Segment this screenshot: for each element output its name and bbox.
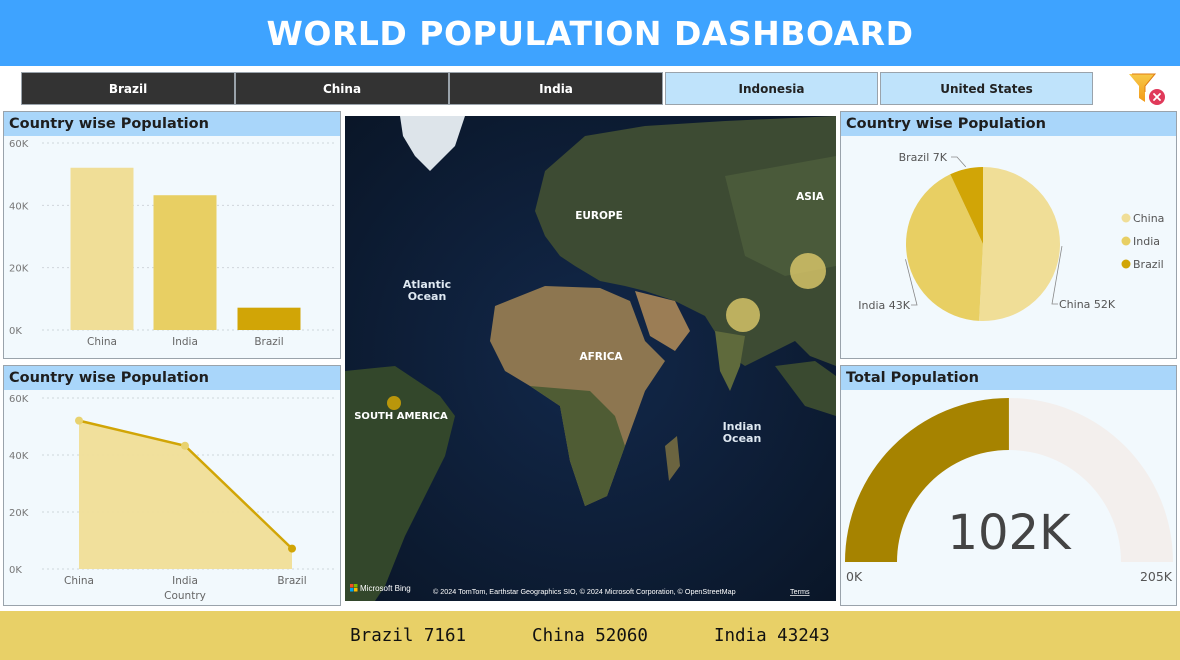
x-tick-label: Brazil [254,336,283,348]
pie-data-label: India 43K [858,299,910,312]
world-map[interactable]: EUROPE ASIA AFRICA SOUTH AMERICA Atlanti… [345,116,836,601]
gauge-value: 102K [947,505,1072,561]
panel-title: Country wise Population [841,112,1176,136]
clear-filter-icon [1129,73,1165,105]
bar-chart: 0K 20K 40K 60K China India Brazil [9,139,334,348]
legend-marker [1121,259,1131,269]
microsoft-bing-logo: Microsoft Bing [350,584,411,593]
legend-label: Brazil [1133,258,1164,271]
slicer-label: Brazil [108,81,148,96]
gauge-fill [845,398,1009,562]
pie-leader-line [951,156,967,168]
x-tick-label: Brazil [277,575,306,587]
x-tick-label: China [64,575,94,587]
slicer-button-united-states[interactable]: United States [880,72,1093,105]
pie-slice-india [906,174,983,321]
southeast-asia-landmass [775,361,836,416]
legend-label: India [1133,235,1160,248]
map-label-indian-ocean: Indian Ocean [723,420,762,445]
bar-india [153,195,217,330]
south-america-landmass [345,366,455,601]
pie-data-label: China 52K [1059,298,1116,311]
line-chart-panel: Country wise Population 0K 20K 40K 60K China… [3,365,341,606]
area-fill [79,420,292,569]
pie-slice-china [979,167,1060,321]
x-axis-title: Country [164,590,206,602]
slicer-button-brazil[interactable]: Brazil [21,72,235,105]
legend-marker [1121,213,1131,223]
slicer-button-indonesia[interactable]: Indonesia [665,72,878,105]
clear-filter-button[interactable] [1126,72,1166,108]
map-terms-link[interactable]: Terms [790,587,810,596]
legend-marker [1121,236,1131,246]
footer-item-india: India 43243 [713,625,830,646]
gauge-max-label: 205K [1140,569,1173,584]
map-bubble-china[interactable] [790,253,826,289]
map-brand-text: Microsoft Bing [360,584,411,593]
bar-china [70,167,134,330]
siberia-landmass [725,156,836,276]
footer-item-brazil: Brazil 7161 [350,625,467,646]
slicer-label: Indonesia [738,81,805,96]
header-banner: WORLD POPULATION DASHBOARD [0,0,1180,66]
panel-title: Country wise Population [4,366,340,390]
central-africa-forest [530,386,625,506]
panel-title: Country wise Population [4,112,340,136]
panel-title: Total Population [841,366,1176,390]
madagascar-landmass [665,436,680,481]
country-slicer: Brazil China India Indonesia United Stat… [0,66,1180,111]
slicer-label: China [322,81,362,96]
bar-chart-panel: Country wise Population 0K 20K 40K 60K China… [3,111,341,359]
y-tick-label: 0K [9,565,22,576]
bar-brazil [237,307,301,330]
page-title: WORLD POPULATION DASHBOARD [266,13,914,53]
gauge-panel: Total Population 102K 0K 205K [840,365,1177,606]
data-point-brazil [288,544,296,553]
pie-chart-panel: Country wise Population China 52K India 4… [840,111,1177,359]
summary-footer: Brazil 7161 China 52060 India 43243 [0,611,1180,660]
pie-leader-line [905,259,918,306]
pie-data-label: Brazil 7K [899,151,948,164]
slicer-label: India [539,81,573,96]
y-tick-label: 0K [9,326,22,337]
footer-item-china: China 52060 [532,625,648,646]
pie-leader-line [1051,245,1063,305]
slicer-button-china[interactable]: China [235,72,449,105]
pie-slice-brazil [950,167,983,244]
greenland-landmass [400,116,465,171]
slicer-label: United States [940,81,1033,96]
slicer-button-india[interactable]: India [449,72,663,105]
map-label-asia: ASIA [796,191,825,203]
x-tick-label: China [87,336,117,348]
gauge-chart: 102K 0K 205K [845,398,1173,584]
y-tick-label: 60K [9,394,29,405]
gauge-min-label: 0K [846,569,863,584]
data-point-china [75,416,83,425]
y-tick-label: 60K [9,139,29,150]
map-canvas: EUROPE ASIA AFRICA SOUTH AMERICA Atlanti… [345,116,836,601]
map-bubble-brazil[interactable] [387,396,401,410]
map-bubble-india[interactable] [726,298,760,332]
map-attribution: © 2024 TomTom, Earthstar Geographics SIO… [433,587,736,596]
map-label-africa: AFRICA [579,351,623,363]
y-tick-label: 40K [9,451,29,462]
arabia-landmass [635,291,690,351]
y-tick-label: 20K [9,508,29,519]
y-tick-label: 40K [9,201,29,212]
y-tick-label: 20K [9,264,29,275]
pie-chart: China 52K India 43K Brazil 7K China India Bra… [858,151,1164,321]
x-tick-label: India [172,336,198,348]
map-label-atlantic-ocean: Atlantic Ocean [403,278,451,303]
area-chart: 0K 20K 40K 60K China India Brazil Country [9,394,334,602]
india-landmass [715,331,745,391]
x-tick-label: India [172,575,198,587]
legend-label: China [1133,212,1164,225]
map-label-europe: EUROPE [575,210,623,222]
data-point-india [181,441,189,450]
map-label-south-america: SOUTH AMERICA [354,411,448,422]
